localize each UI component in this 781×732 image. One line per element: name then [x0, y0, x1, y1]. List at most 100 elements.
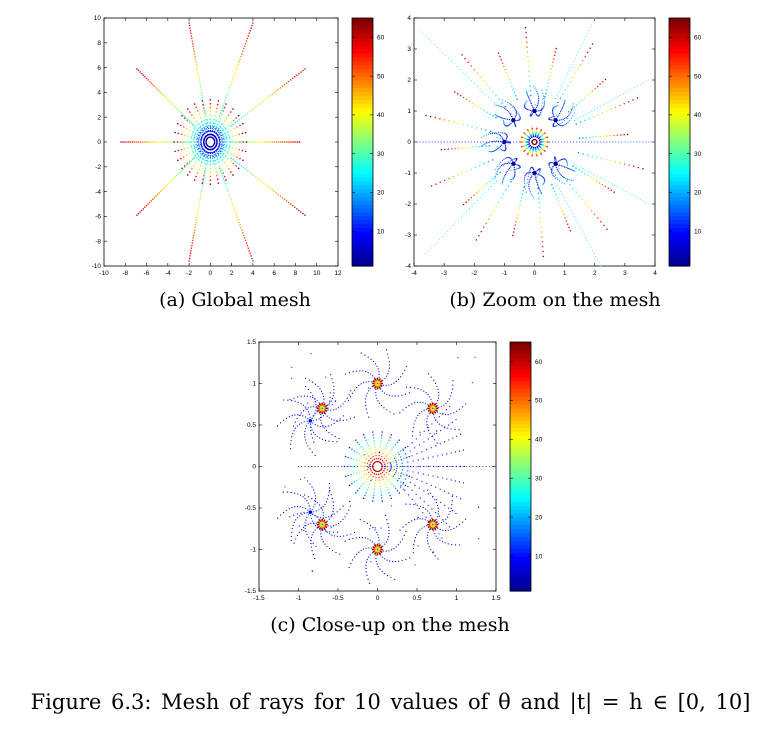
- mesh-point: [292, 432, 294, 435]
- mesh-point: [503, 123, 505, 126]
- ray-point: [531, 153, 534, 156]
- mesh-point: [517, 112, 519, 114]
- mesh-point: [431, 423, 433, 425]
- y-tick-label: 8: [97, 40, 101, 47]
- ray-point: [485, 141, 487, 143]
- ray-point: [204, 136, 206, 139]
- ray-point: [427, 521, 430, 524]
- ray-point: [199, 165, 202, 167]
- ray-point: [219, 170, 222, 172]
- ray-point: [376, 553, 379, 556]
- mesh-point: [426, 525, 428, 527]
- mesh-point: [336, 535, 338, 537]
- mesh-point: [337, 407, 340, 409]
- ray-point: [555, 98, 557, 100]
- ray-point: [547, 141, 549, 143]
- ray-point: [198, 168, 200, 171]
- ray-point: [183, 117, 186, 119]
- colorbar-cell: [669, 173, 690, 178]
- mesh-point: [399, 412, 401, 414]
- mesh-point: [388, 533, 390, 535]
- x-tick-label: -4: [411, 270, 417, 277]
- ray-point: [215, 132, 217, 135]
- ray-point: [622, 189, 624, 191]
- mesh-point: [412, 552, 414, 554]
- ray-point: [573, 215, 575, 217]
- ray-point: [385, 444, 388, 447]
- colorbar-cell: [352, 130, 373, 135]
- mesh-point: [456, 410, 458, 412]
- ray-point: [470, 141, 472, 143]
- ray-point: [361, 470, 363, 473]
- ray-point: [539, 150, 541, 153]
- colorbar-cell: [352, 60, 373, 66]
- ray-point: [526, 147, 529, 150]
- ray-point: [374, 544, 377, 547]
- ray-point: [520, 145, 523, 148]
- mesh-point: [394, 395, 396, 397]
- ray-point: [441, 236, 443, 238]
- ray-point: [429, 411, 432, 414]
- mesh-point: [407, 465, 409, 468]
- mesh-point: [376, 548, 379, 551]
- colorbar-cell: [669, 176, 690, 182]
- mesh-point: [388, 370, 390, 372]
- mesh-point: [404, 478, 407, 480]
- ray-point: [208, 151, 210, 154]
- ray-point: [187, 147, 189, 149]
- ray-point: [155, 141, 157, 143]
- y-tick-label: -2: [95, 164, 101, 171]
- mesh-point: [376, 397, 378, 399]
- ray-point: [513, 91, 516, 94]
- mesh-point: [523, 180, 525, 182]
- ray-point: [380, 468, 383, 470]
- ray-point: [382, 453, 384, 455]
- ray-point: [212, 131, 214, 133]
- mesh-point: [437, 388, 439, 391]
- ray-point: [642, 141, 644, 143]
- mesh-point: [494, 178, 496, 180]
- mesh-point: [421, 451, 423, 453]
- mesh-point: [311, 381, 314, 383]
- ray-point: [370, 465, 372, 468]
- ray-point: [140, 72, 143, 75]
- colorbar-cell: [352, 231, 373, 236]
- ray-point: [217, 147, 219, 150]
- ray-point: [191, 148, 193, 150]
- mesh-point: [450, 479, 452, 481]
- ray-point: [579, 64, 582, 66]
- ray-point: [645, 81, 647, 83]
- ray-point: [522, 136, 524, 139]
- ray-point: [213, 131, 216, 134]
- mesh-point: [503, 132, 505, 134]
- mesh-point: [441, 537, 443, 539]
- colorbar-cell: [669, 246, 690, 252]
- mesh-point: [311, 498, 313, 500]
- mesh-point: [507, 111, 510, 113]
- colorbar-cell: [669, 231, 690, 236]
- ray-point: [588, 243, 590, 245]
- mesh-point: [505, 162, 507, 165]
- ray-point: [434, 411, 437, 414]
- ray-point: [243, 237, 246, 239]
- ray-point: [241, 132, 244, 135]
- ray-point: [164, 141, 167, 143]
- mesh-point: [532, 106, 534, 108]
- mesh-point: [442, 465, 444, 468]
- ray-point: [564, 216, 566, 219]
- ray-point: [457, 147, 460, 150]
- mesh-point: [375, 558, 377, 560]
- mesh-point: [310, 426, 312, 428]
- mesh-point: [550, 162, 552, 164]
- mesh-point: [514, 123, 516, 125]
- ray-point: [596, 156, 598, 159]
- ray-point: [544, 132, 546, 134]
- mesh-point: [397, 378, 400, 380]
- ray-point: [485, 465, 487, 468]
- mesh-point: [304, 439, 306, 441]
- ray-point: [583, 97, 586, 99]
- mesh-point: [321, 422, 323, 424]
- ray-point: [591, 43, 594, 45]
- ray-point: [353, 481, 356, 483]
- ray-point: [347, 474, 350, 477]
